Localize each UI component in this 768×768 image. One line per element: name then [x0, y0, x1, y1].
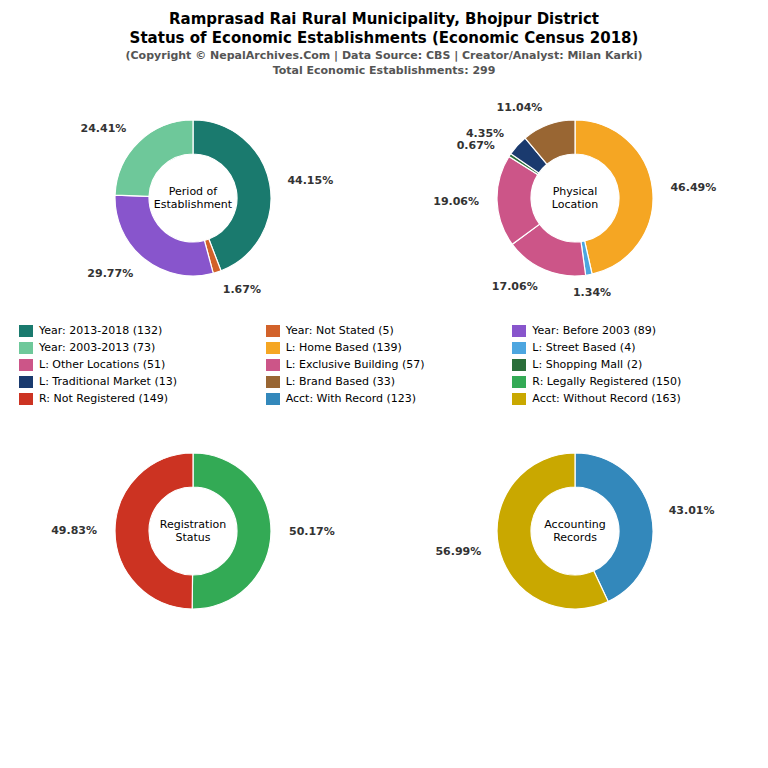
svg-text:43.01%: 43.01% — [669, 504, 715, 517]
html-text:Physical Location: Physical Location — [551, 185, 599, 211]
svg-text:29.77%: 29.77% — [87, 267, 133, 280]
svg-text:0.67%: 0.67% — [457, 139, 495, 152]
svg-text:56.99%: 56.99% — [435, 545, 481, 558]
svg-text:4.35%: 4.35% — [466, 127, 504, 140]
svg-text:50.17%: 50.17% — [289, 525, 335, 538]
html-text:Status of Economic Establishme: Status of Economic Establishments (Econo… — [129, 29, 639, 47]
html-text:Registration Status: Registration Status — [159, 518, 227, 544]
html-text:L: Home Based (139): L: Home Based (139) — [285, 341, 402, 354]
svg-text:44.15%: 44.15% — [287, 174, 333, 187]
html-text:Year: Before 2003 (89): Year: Before 2003 (89) — [532, 324, 657, 337]
html-text:Ramprasad Rai Rural Municipali: Ramprasad Rai Rural Municipality, Bhojpu… — [169, 10, 599, 28]
svg-text:1.67%: 1.67% — [223, 283, 261, 296]
html-text:Period of Establishment: Period of Establishment — [153, 185, 233, 211]
svg-text:24.41%: 24.41% — [81, 122, 127, 135]
svg-text:11.04%: 11.04% — [497, 101, 543, 114]
html-text:Acct: With Record (123): Acct: With Record (123) — [285, 392, 417, 405]
html-text:Year: Not Stated (5): Year: Not Stated (5) — [285, 324, 394, 337]
svg-text:17.06%: 17.06% — [492, 280, 538, 293]
html-text:L: Traditional Market (13): L: Traditional Market (13) — [39, 375, 177, 388]
html-text:Acct: Without Record (163): Acct: Without Record (163) — [532, 392, 681, 405]
html-text:L: Street Based (4): L: Street Based (4) — [532, 341, 636, 354]
html-text:Year: 2003-2013 (73): Year: 2003-2013 (73) — [39, 341, 156, 354]
html-text:R: Legally Registered (150): R: Legally Registered (150) — [532, 375, 682, 388]
html-text:L: Exclusive Building (57): L: Exclusive Building (57) — [285, 358, 425, 371]
html-text:L: Other Locations (51): L: Other Locations (51) — [39, 358, 166, 371]
html-text:L: Brand Based (33): L: Brand Based (33) — [285, 375, 396, 388]
svg-text:19.06%: 19.06% — [433, 195, 479, 208]
html-text:Year: 2013-2018 (132): Year: 2013-2018 (132) — [39, 324, 163, 337]
html-text:(Copyright © NepalArchives.Com: (Copyright © NepalArchives.Com | Data So… — [125, 49, 643, 62]
html-text:Accounting Records: Accounting Records — [544, 518, 606, 544]
svg-text:49.83%: 49.83% — [51, 524, 97, 537]
svg-text:46.49%: 46.49% — [670, 181, 716, 194]
html-text:Total Economic Establishments:: Total Economic Establishments: 299 — [272, 64, 496, 77]
html-text:L: Shopping Mall (2): L: Shopping Mall (2) — [532, 358, 643, 371]
svg-text:1.34%: 1.34% — [573, 286, 611, 299]
html-text:R: Not Registered (149): R: Not Registered (149) — [39, 392, 169, 405]
